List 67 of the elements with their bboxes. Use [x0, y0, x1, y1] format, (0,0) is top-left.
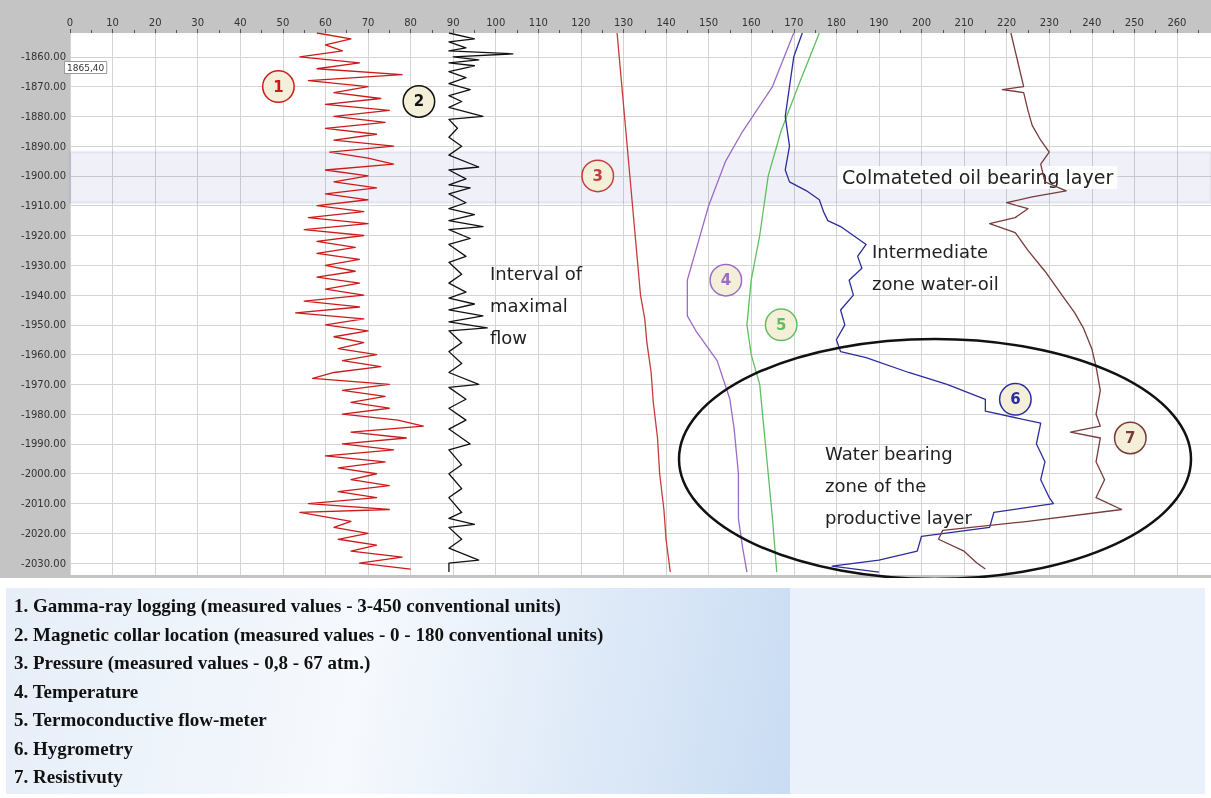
x-tick-label: 210 — [954, 16, 974, 28]
x-tick-label: 20 — [148, 16, 162, 28]
line-series — [746, 32, 820, 573]
x-tick-label: 40 — [233, 16, 247, 28]
text: 7. Resistivuty — [14, 765, 124, 789]
annotation: 1865,40 — [67, 62, 105, 73]
x-tick-label: 260 — [1167, 16, 1187, 28]
y-tick-label: -1900.00 — [21, 170, 66, 182]
series-label: 1 — [273, 77, 284, 96]
x-tick-label: 170 — [784, 16, 804, 28]
y-tick-label: -1980.00 — [21, 408, 66, 420]
x-tick-label: 150 — [699, 16, 719, 28]
x-tick-label: 70 — [361, 16, 375, 28]
series-label: 4 — [720, 271, 732, 290]
text: 1. Gamma-ray logging (measured values - 3-450 conventional units) — [14, 594, 562, 618]
y-tick-label: -1930.00 — [21, 259, 66, 271]
series-label: 2 — [413, 92, 425, 111]
y-tick-label: -2020.00 — [21, 527, 66, 539]
x-tick-label: 80 — [404, 16, 417, 28]
y-tick-label: -1950.00 — [21, 319, 66, 331]
text: 6. Hygrometry — [14, 736, 134, 761]
series-label: 5 — [775, 315, 787, 334]
x-tick-label: 230 — [1039, 16, 1059, 28]
text: 2. Magnetic collar location (measured values - 0 - 180 conventional units) — [14, 622, 605, 647]
x-tick-label: 240 — [1082, 16, 1102, 28]
series-label: 6 — [1010, 390, 1021, 409]
y-tick-label: -1880.00 — [21, 110, 66, 122]
x-tick-label: 130 — [613, 16, 634, 28]
text: 3. Pressure (measured values - 0,8 - 67 atm.) — [14, 651, 372, 675]
annotation: Intermediate zone water-oil — [872, 240, 999, 294]
y-tick-label: -1940.00 — [21, 289, 66, 301]
annotation: Interval of maximal flow — [490, 262, 588, 348]
x-tick-label: 10 — [106, 16, 119, 28]
series-label: 7 — [1125, 429, 1136, 448]
y-tick-label: -2000.00 — [21, 468, 66, 480]
series-label: 3 — [592, 166, 603, 185]
y-tick-label: -2030.00 — [21, 557, 66, 569]
text: 4. Temperature — [14, 679, 140, 704]
x-tick-label: 30 — [191, 16, 205, 28]
x-tick-label: 50 — [276, 16, 290, 28]
y-tick-label: -1890.00 — [21, 140, 66, 152]
y-tick-label: -1970.00 — [21, 378, 66, 390]
x-tick-label: 140 — [656, 16, 676, 28]
x-tick-label: 90 — [446, 16, 460, 28]
text: 5. Termoconductive flow-meter — [14, 708, 268, 732]
line-series — [686, 32, 795, 573]
x-tick-label: 250 — [1124, 16, 1144, 28]
x-tick-label: 110 — [528, 16, 548, 28]
y-tick-label: -1860.00 — [21, 51, 66, 63]
annotation: Water bearing zone of the productive layer — [825, 442, 973, 528]
line-series — [616, 32, 671, 573]
x-tick-label: 100 — [486, 16, 506, 28]
x-tick-label: 180 — [826, 16, 846, 28]
y-tick-label: -1910.00 — [21, 200, 66, 212]
x-tick-label: 220 — [997, 16, 1017, 28]
y-tick-label: -1870.00 — [21, 81, 66, 93]
x-tick-label: 0 — [66, 16, 74, 28]
x-tick-label: 120 — [571, 16, 591, 28]
x-tick-label: 60 — [319, 16, 332, 28]
y-tick-label: -1920.00 — [21, 230, 66, 242]
x-tick-label: 190 — [869, 16, 889, 28]
y-tick-label: -2010.00 — [21, 498, 66, 510]
line-series — [295, 32, 425, 570]
x-tick-label: 160 — [741, 16, 761, 28]
y-tick-label: -1990.00 — [21, 438, 66, 450]
x-tick-label: 200 — [911, 16, 932, 28]
y-tick-label: -1960.00 — [21, 349, 66, 361]
